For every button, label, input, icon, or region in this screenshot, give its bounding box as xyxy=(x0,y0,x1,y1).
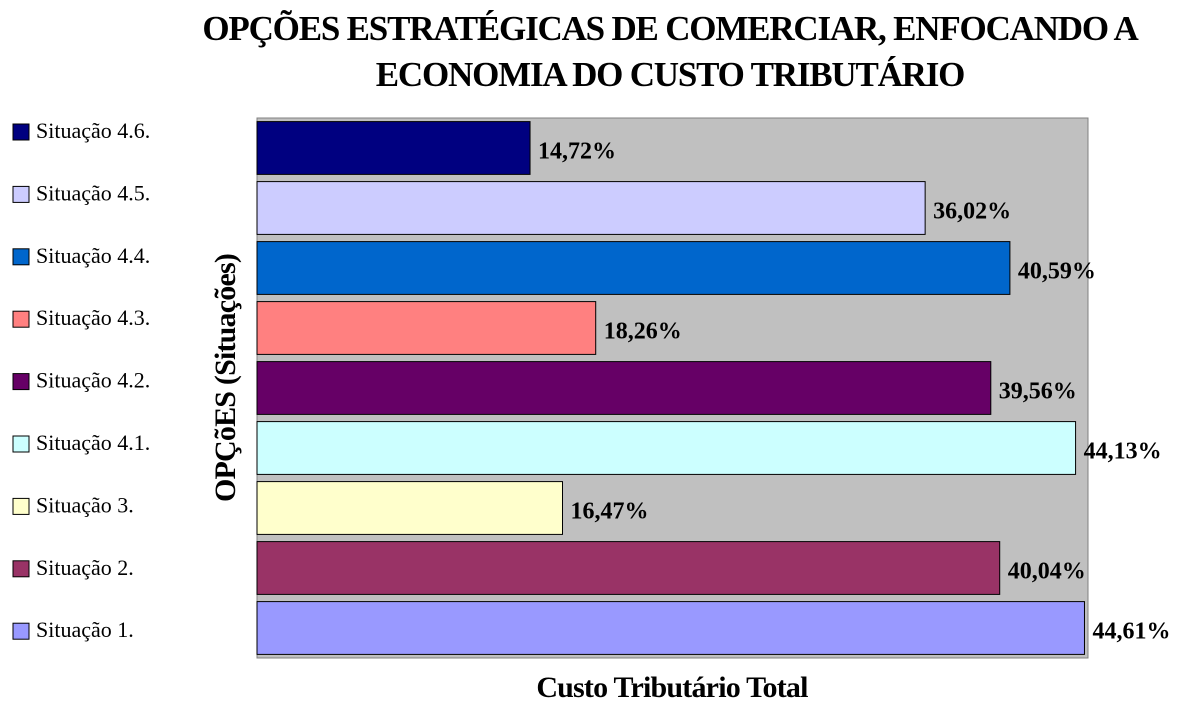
legend-swatch xyxy=(12,185,30,203)
value-label: 18,26% xyxy=(604,319,682,345)
legend-swatch xyxy=(12,373,30,391)
legend-swatch xyxy=(12,622,30,640)
y-axis-label: OPÇõES (Situações) xyxy=(209,254,242,502)
value-label: 16,47% xyxy=(571,499,649,525)
legend-label: Situação 2. xyxy=(36,555,134,580)
bar xyxy=(256,541,1001,595)
bar xyxy=(256,301,597,355)
value-label: 40,59% xyxy=(1018,259,1096,285)
legend-label: Situação 4.5. xyxy=(36,180,150,205)
value-label: 44,13% xyxy=(1084,439,1162,465)
value-label: 44,61% xyxy=(1092,619,1170,645)
legend-label: Situação 4.1. xyxy=(36,430,150,455)
legend-label: Situação 3. xyxy=(36,492,134,517)
bar xyxy=(256,481,564,535)
bar xyxy=(256,421,1077,475)
bar xyxy=(256,121,531,175)
bar xyxy=(256,241,1011,295)
chart-title: ECONOMIA DO CUSTO TRIBUTÁRIO xyxy=(376,55,964,94)
value-label: 40,04% xyxy=(1008,559,1086,585)
x-axis-label: Custo Tributário Total xyxy=(536,671,808,704)
legend-swatch xyxy=(12,310,30,328)
bar xyxy=(256,601,1085,655)
bar xyxy=(256,181,926,235)
value-label: 14,72% xyxy=(538,139,616,165)
legend-label: Situação 4.2. xyxy=(36,368,150,393)
legend-label: Situação 1. xyxy=(36,617,134,642)
bar xyxy=(256,361,992,415)
value-label: 39,56% xyxy=(999,379,1077,405)
legend-label: Situação 4.6. xyxy=(36,118,150,143)
legend-swatch xyxy=(12,435,30,453)
legend-swatch xyxy=(12,248,30,266)
legend-swatch xyxy=(12,123,30,141)
chart-title: OPÇÕES ESTRATÉGICAS DE COMERCIAR, ENFOCA… xyxy=(202,8,1139,48)
legend-label: Situação 4.4. xyxy=(36,243,150,268)
legend-swatch xyxy=(12,560,30,578)
legend-label: Situação 4.3. xyxy=(36,305,150,330)
value-label: 36,02% xyxy=(933,199,1011,225)
legend-swatch xyxy=(12,497,30,515)
